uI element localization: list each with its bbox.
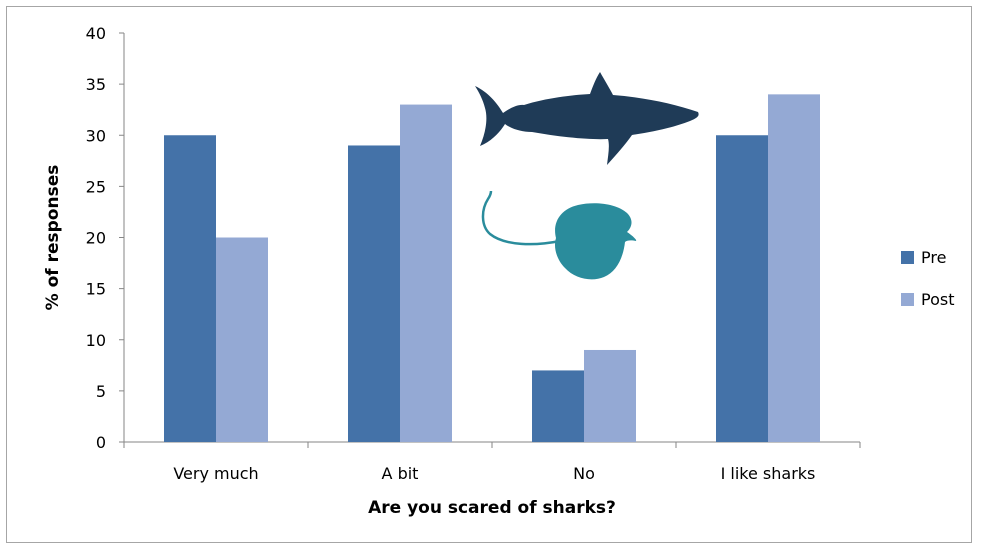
y-tick-label: 20 (86, 229, 106, 248)
bar-pre-3 (716, 135, 768, 442)
y-tick-label: 0 (96, 433, 106, 452)
y-tick-label: 40 (86, 24, 106, 43)
bar-pre-2 (532, 370, 584, 442)
bar-post-0 (216, 237, 268, 442)
bar-post-2 (584, 349, 636, 442)
x-tick-label: No (573, 464, 595, 483)
x-tick-label: I like sharks (721, 464, 816, 483)
x-tick-label: A bit (382, 464, 419, 483)
y-tick-label: 35 (86, 75, 106, 94)
legend-swatch-post (901, 293, 914, 306)
legend: Pre Post (901, 248, 954, 309)
bar-post-3 (768, 94, 820, 442)
x-axis-title: Are you scared of sharks? (368, 498, 616, 518)
legend-label-pre: Pre (921, 248, 946, 267)
legend-label-post: Post (921, 290, 954, 309)
stingray-tail-icon (481, 190, 561, 246)
legend-swatch-pre (901, 251, 914, 264)
decorations (475, 72, 699, 280)
y-tick-label: 25 (86, 177, 106, 196)
axes: 0 5 10 15 20 25 30 35 40 Very much A bit No I like s… (43, 24, 861, 518)
y-tick-label: 5 (96, 382, 106, 401)
y-axis-title: % of responses (43, 165, 63, 311)
bar-pre-1 (348, 145, 400, 442)
y-tick-label: 30 (86, 126, 106, 145)
bar-pre-0 (164, 135, 216, 442)
y-tick-label: 10 (86, 331, 106, 350)
bars (164, 94, 820, 442)
y-tick-label: 15 (86, 280, 106, 299)
shark-icon (475, 72, 699, 165)
stingray-icon (555, 203, 637, 280)
bar-post-1 (400, 104, 452, 442)
x-tick-label: Very much (173, 464, 258, 483)
